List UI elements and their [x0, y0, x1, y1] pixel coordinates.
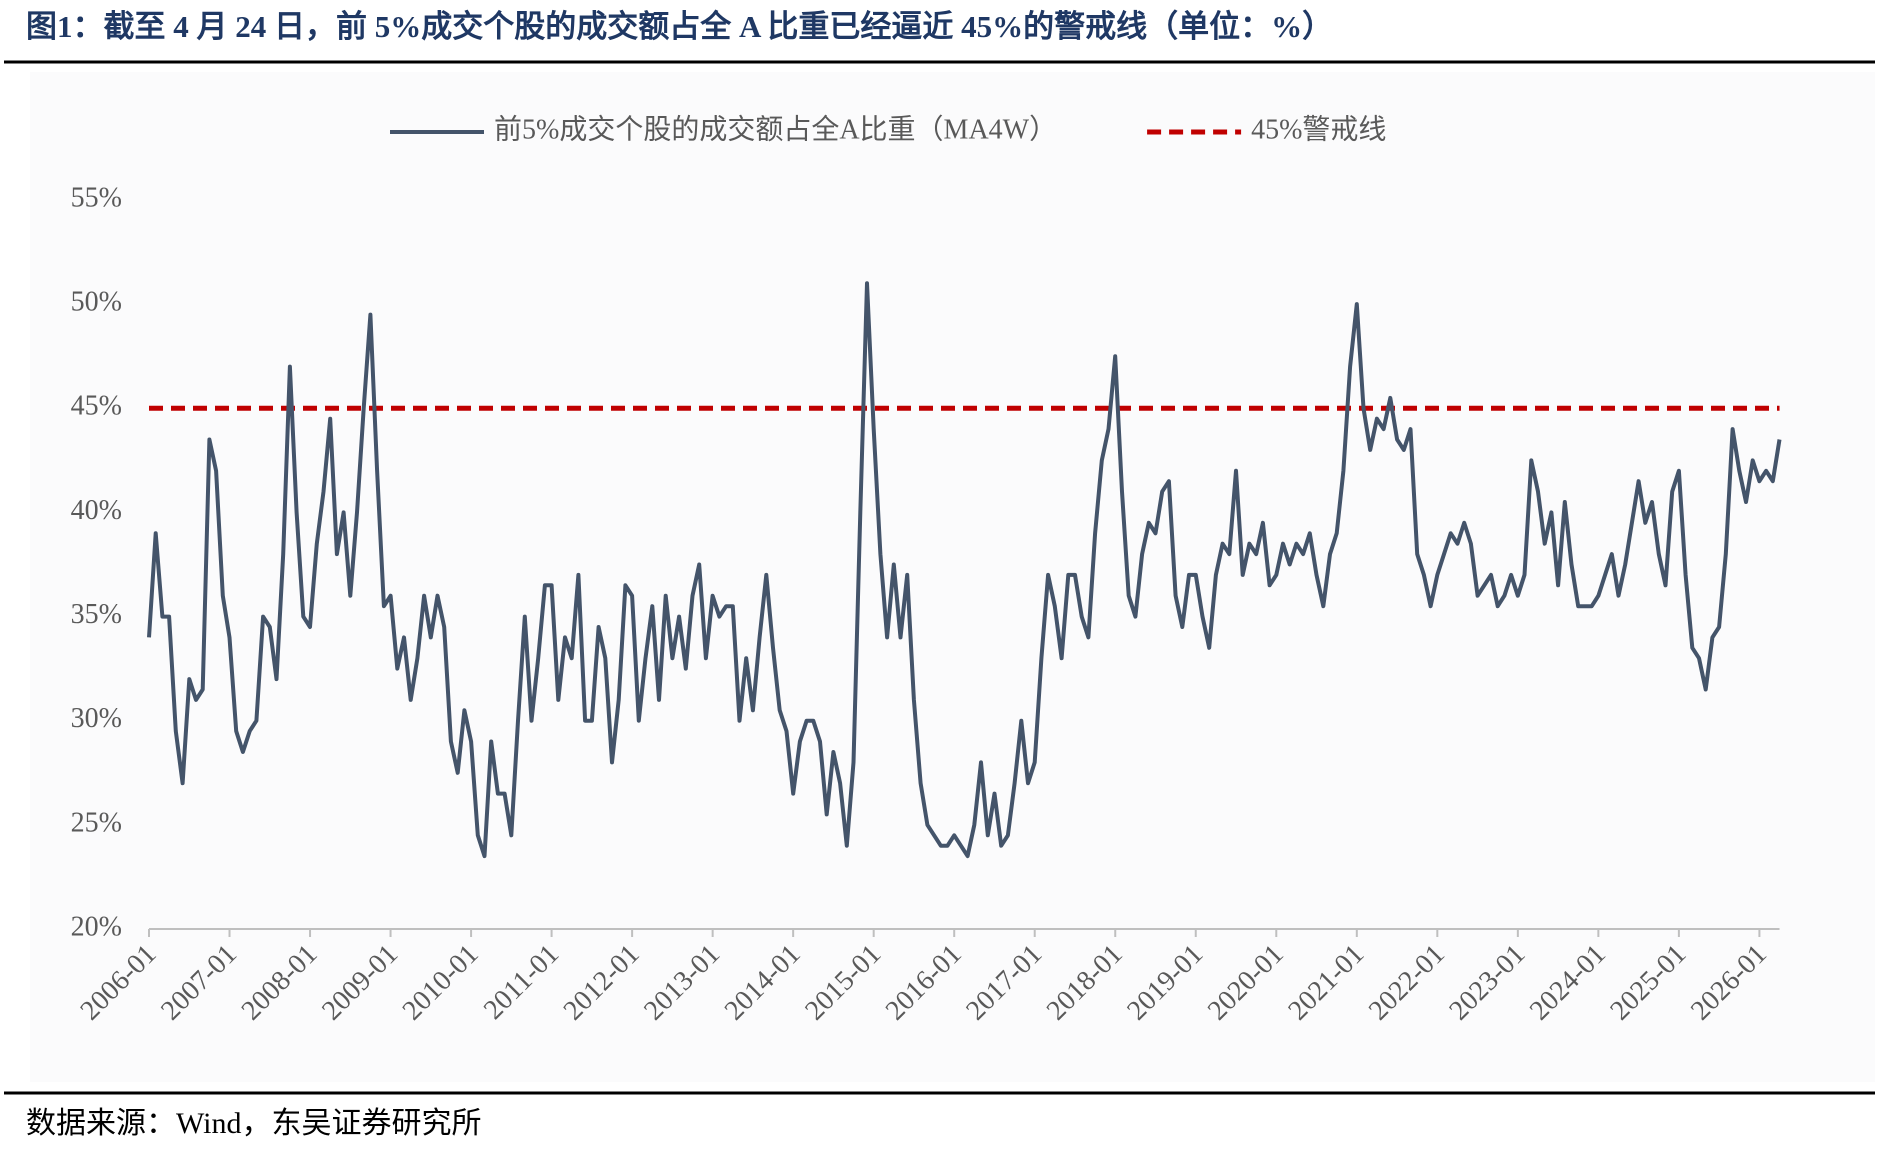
series-line	[147, 281, 1782, 859]
y-tick-label: 50%	[71, 287, 122, 318]
y-tick-label: 55%	[71, 182, 122, 213]
y-tick-label: 40%	[71, 495, 122, 526]
y-tick-label: 45%	[71, 391, 122, 422]
y-tick-label: 35%	[71, 599, 122, 630]
y-tick-label: 30%	[71, 703, 122, 734]
y-tick-label: 25%	[71, 807, 122, 838]
y-tick-label: 20%	[71, 911, 122, 942]
chart-title: 图1：截至 4 月 24 日，前 5%成交个股的成交额占全 A 比重已经逼近 4…	[26, 9, 1333, 44]
source-note: 数据来源：Wind，东吴证券研究所	[26, 1107, 481, 1140]
legend-label: 45%警戒线	[1251, 113, 1386, 145]
legend-label: 前5%成交个股的成交额占全A比重（MA4W）	[494, 113, 1057, 145]
plot-background	[30, 72, 1875, 1082]
